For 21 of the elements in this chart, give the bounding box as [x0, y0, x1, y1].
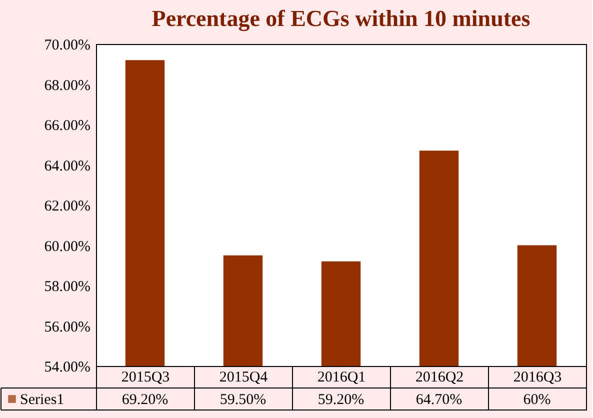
y-tick-label: 68.00% [44, 78, 90, 94]
y-tick-label: 60.00% [44, 238, 90, 255]
x-tick-label: 2015Q4 [219, 370, 268, 386]
data-label: 69.20% [122, 392, 168, 408]
data-label: 60% [523, 392, 551, 408]
x-tick-label: 2016Q2 [415, 370, 464, 386]
y-tick-label: 70.00% [44, 38, 90, 54]
x-tick-label: 2015Q3 [121, 370, 170, 386]
y-tick-label: 56.00% [44, 319, 90, 336]
chart-title: Percentage of ECGs within 10 minutes [152, 6, 530, 32]
y-tick-label: 58.00% [44, 279, 90, 295]
x-tick-label: 2016Q1 [317, 370, 366, 386]
data-label: 59.20% [318, 392, 364, 408]
y-tick-label: 54.00% [44, 360, 90, 376]
y-tick-label: 64.00% [44, 158, 90, 174]
legend-label: Series1 [20, 392, 64, 408]
data-label: 64.70% [416, 392, 462, 408]
y-tick-label: 66.00% [44, 118, 90, 134]
x-tick-label: 2016Q3 [513, 370, 562, 386]
data-label: 59.50% [220, 392, 266, 408]
y-tick-label: 62.00% [44, 198, 90, 214]
